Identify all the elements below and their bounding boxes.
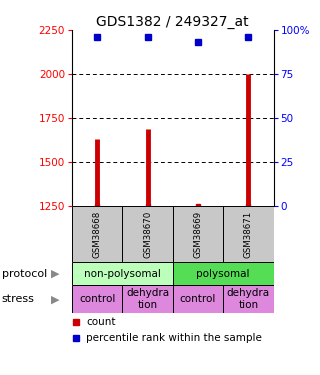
Bar	[72, 285, 123, 314]
Bar	[123, 285, 173, 314]
Text: GSM38671: GSM38671	[244, 210, 253, 258]
Text: control: control	[79, 294, 116, 304]
Text: dehydra
tion: dehydra tion	[227, 288, 270, 310]
Text: polysomal: polysomal	[196, 269, 250, 279]
Bar	[173, 262, 274, 285]
Text: percentile rank within the sample: percentile rank within the sample	[86, 333, 262, 343]
Text: GSM38670: GSM38670	[143, 210, 152, 258]
Text: stress: stress	[2, 294, 35, 304]
Title: GDS1382 / 249327_at: GDS1382 / 249327_at	[97, 15, 249, 29]
Text: non-polysomal: non-polysomal	[84, 269, 161, 279]
Bar	[123, 206, 173, 262]
Text: ▶: ▶	[51, 269, 60, 279]
Text: control: control	[180, 294, 216, 304]
Bar	[72, 206, 123, 262]
Text: count: count	[86, 317, 116, 327]
Bar	[223, 206, 274, 262]
Text: protocol: protocol	[2, 269, 47, 279]
Bar	[72, 262, 173, 285]
Text: dehydra
tion: dehydra tion	[126, 288, 169, 310]
Text: GSM38669: GSM38669	[194, 211, 203, 258]
Bar	[173, 285, 223, 314]
Bar	[173, 206, 223, 262]
Text: GSM38668: GSM38668	[93, 210, 102, 258]
Bar	[223, 285, 274, 314]
Text: ▶: ▶	[51, 294, 60, 304]
